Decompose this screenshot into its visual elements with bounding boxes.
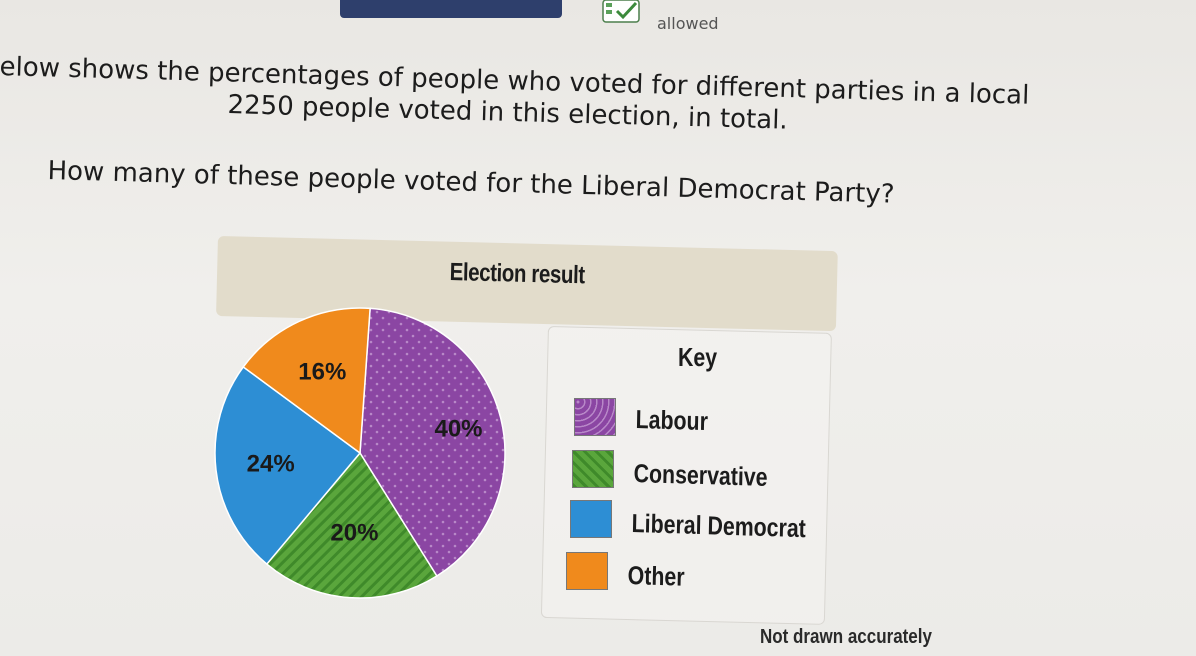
legend-label-labour: Labour <box>635 404 709 437</box>
pie-label-labour: 40% <box>434 415 482 442</box>
top-banner <box>340 0 562 18</box>
pie-slice-conservative <box>265 451 438 599</box>
question-line-3: How many of these people voted for the L… <box>47 156 895 210</box>
legend-swatch-labour <box>574 398 616 436</box>
pie-label-liberal-democrat: 24% <box>247 451 295 478</box>
calculator-allowed-label: allowed <box>657 14 719 33</box>
not-drawn-accurately-note: Not drawn accurately <box>760 626 932 648</box>
pie-label-conservative: 20% <box>330 520 378 547</box>
legend-title: Key <box>678 342 718 372</box>
pie-chart: 40% 20% 24% 16% <box>214 307 506 599</box>
pie-slice-liberal-democrat <box>214 365 362 566</box>
calculator-allowed-icon <box>602 0 640 23</box>
pie-slice-labour <box>359 307 506 578</box>
legend-label-other: Other <box>627 560 685 592</box>
legend-swatch-conservative <box>572 450 614 488</box>
legend-label-liberal-democrat: Liberal Democrat <box>631 508 807 544</box>
pie-slice-other <box>242 307 371 455</box>
chart-title: Election result <box>449 258 586 290</box>
legend-swatch-other <box>566 552 608 590</box>
pie-label-other: 16% <box>298 358 346 385</box>
legend-label-conservative: Conservative <box>633 458 768 492</box>
legend-swatch-liberal-democrat <box>570 500 612 538</box>
